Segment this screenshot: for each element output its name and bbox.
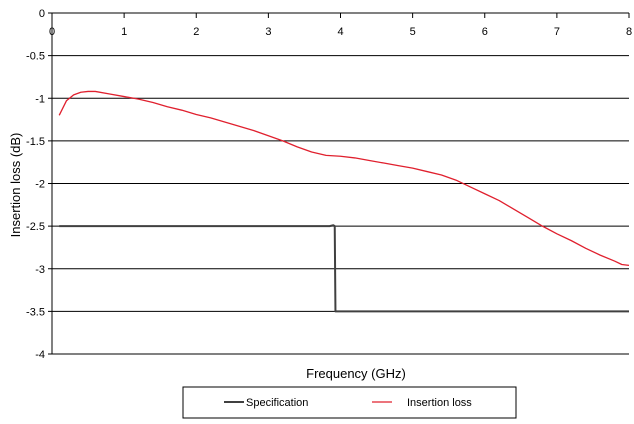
y-tick-label: -3	[35, 264, 45, 276]
series-line-specification	[59, 224, 629, 313]
legend-label-specification: Specification	[246, 397, 308, 409]
y-tick-label: -0.5	[26, 51, 45, 63]
y-tick-label: -3.5	[26, 306, 45, 318]
x-tick-label: 3	[265, 26, 271, 38]
x-tick-label: 5	[410, 26, 416, 38]
axis-layer: 0-0.5-1-1.5-2-2.5-3-3.5-4012345678	[26, 8, 632, 361]
x-tick-label: 4	[337, 26, 343, 38]
y-tick-label: 0	[39, 8, 45, 20]
x-tick-label: 1	[121, 26, 127, 38]
x-tick-label: 7	[554, 26, 560, 38]
x-tick-label: 2	[193, 26, 199, 38]
series-layer	[58, 90, 630, 313]
x-axis-label: Frequency (GHz)	[306, 366, 406, 381]
y-tick-label: -2	[35, 179, 45, 191]
x-tick-label: 6	[482, 26, 488, 38]
y-tick-label: -2.5	[26, 221, 45, 233]
x-tick-label: 8	[626, 26, 632, 38]
legend: Specification Insertion loss	[182, 386, 517, 419]
y-tick-label: -4	[35, 349, 45, 361]
grid-layer	[52, 55, 629, 355]
series-line-insertion-loss	[58, 90, 630, 266]
y-axis-label: Insertion loss (dB)	[8, 133, 23, 238]
legend-label-insertion-loss: Insertion loss	[407, 397, 472, 409]
y-tick-label: -1	[35, 93, 45, 105]
y-tick-label: -1.5	[26, 136, 45, 148]
legend-items: Specification Insertion loss	[224, 397, 472, 409]
